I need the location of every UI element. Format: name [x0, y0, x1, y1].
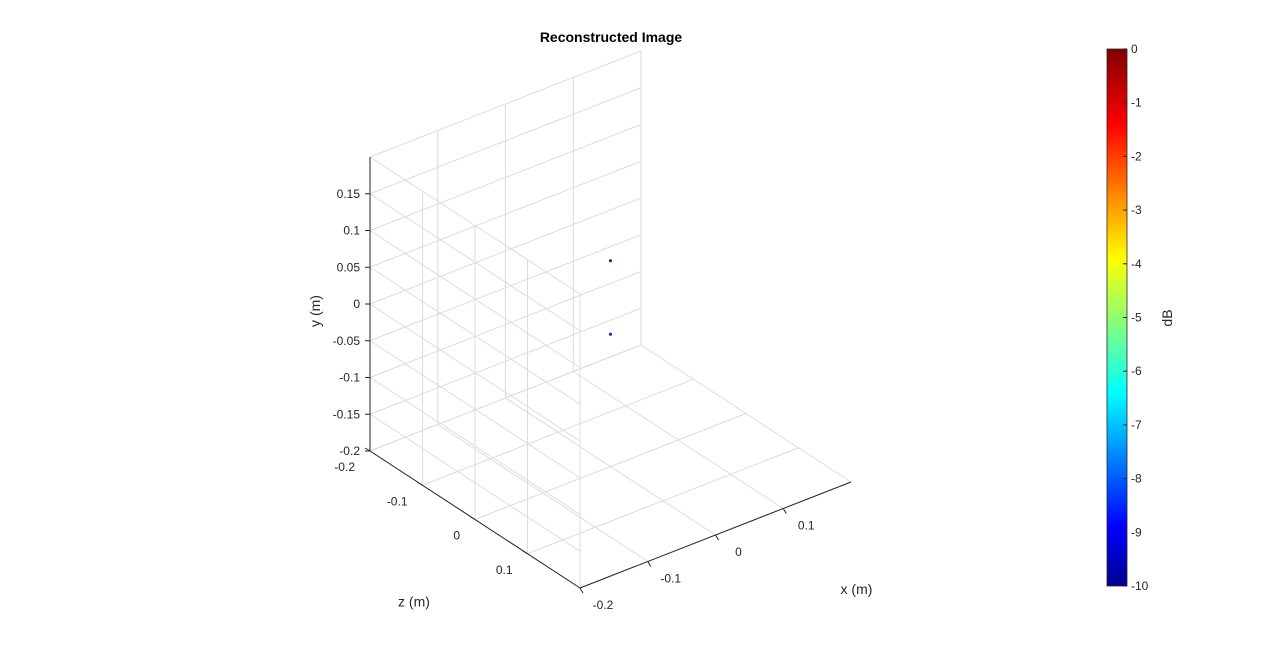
- colorbar-tick-label: -9: [1131, 525, 1142, 539]
- grid-line: [369, 87, 642, 195]
- grid-line: [369, 344, 642, 452]
- grid-line: [369, 377, 581, 515]
- x-tick-label: -0.2: [593, 598, 614, 612]
- data-point: [608, 259, 613, 263]
- y-axis-label: y (m): [307, 295, 323, 327]
- grid-line: [369, 50, 642, 158]
- colorbar-tick-label: 0: [1131, 42, 1138, 56]
- grid-line: [527, 447, 799, 555]
- grid-line: [422, 378, 694, 486]
- colorbar-tick-label: -6: [1131, 364, 1142, 378]
- colorbar-ticks: 0 -1 -2 -3 -4 -5 -6 -7 -8 -9 -10: [1123, 42, 1149, 593]
- colorbar-tick-label: -2: [1131, 149, 1142, 163]
- grid-line: [369, 197, 642, 305]
- grid-line: [369, 266, 581, 405]
- y-tick-label: 0.15: [337, 187, 361, 201]
- grid-line: [369, 124, 642, 231]
- grid-line: [369, 230, 581, 368]
- z-tick-label: 0: [453, 529, 460, 543]
- grid-line: [369, 156, 581, 295]
- x-tick-mark: [579, 587, 584, 594]
- colorbar-tick-label: -7: [1131, 418, 1142, 432]
- x-tick-mark: [647, 561, 652, 567]
- y-tick-label: 0.05: [337, 260, 361, 274]
- grid-line: [369, 234, 642, 342]
- colorbar-label: dB: [1159, 309, 1175, 326]
- data-point: [608, 332, 613, 336]
- grid-line: [369, 413, 581, 552]
- y-tick-label: -0.2: [339, 444, 360, 458]
- grid-line: [369, 307, 642, 415]
- y-tick-label: -0.05: [333, 334, 361, 348]
- y-tick-label: 0: [353, 297, 360, 311]
- grid-line: [474, 413, 747, 520]
- grid-line: [369, 193, 581, 332]
- x-axis-label: x (m): [841, 581, 873, 597]
- z-tick-label: -0.2: [334, 460, 355, 474]
- z-tick-mark: [469, 516, 476, 520]
- colorbar-tick-label: -10: [1131, 579, 1149, 593]
- colorbar-tick-label: -1: [1131, 96, 1142, 110]
- y-tick-label: -0.1: [339, 371, 360, 385]
- colorbar-tick-label: -5: [1131, 311, 1142, 325]
- grid-line: [369, 340, 581, 479]
- grid-line: [369, 303, 581, 442]
- x-tick-label: -0.1: [660, 572, 681, 586]
- axes-3d: -0.2 -0.1 0 0.1 -0.2 -0.1 0 0.1 -0.2 -0.15 -0.1 -0.…: [307, 50, 873, 612]
- x-tick-mark: [715, 534, 719, 541]
- colorbar-tick-label: -3: [1131, 203, 1142, 217]
- grid-line: [369, 271, 642, 378]
- y-tick-label: -0.15: [333, 407, 361, 421]
- z-tick-mark: [417, 481, 423, 486]
- z-axis-label: z (m): [398, 594, 430, 610]
- colorbar-tick-label: -8: [1131, 472, 1142, 486]
- z-tick-label: 0.1: [496, 563, 513, 577]
- chart-title: Reconstructed Image: [540, 29, 683, 45]
- z-tick-mark: [522, 550, 528, 555]
- x-tick-label: 0.1: [798, 519, 815, 533]
- grid-line: [369, 160, 642, 268]
- colorbar-tick-label: -4: [1131, 257, 1142, 271]
- colorbar: 0 -1 -2 -3 -4 -5 -6 -7 -8 -9 -10 dB: [1106, 42, 1175, 593]
- x-tick-label: 0: [735, 545, 742, 559]
- x-tick-mark: [782, 508, 787, 514]
- z-tick-label: -0.1: [387, 494, 408, 508]
- y-tick-label: 0.1: [343, 224, 360, 238]
